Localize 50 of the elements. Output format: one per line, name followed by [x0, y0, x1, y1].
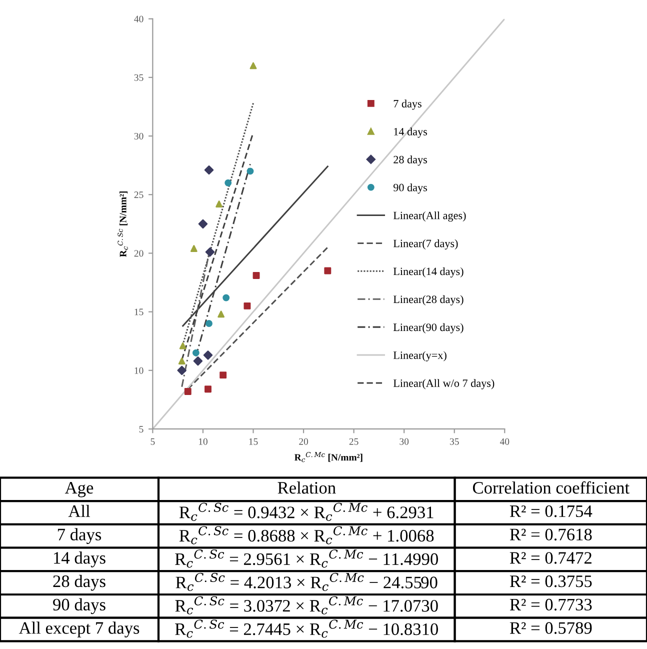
text: 14 days: [54, 552, 106, 568]
text: R$_{c}$$^{C.Sc}$ = 2.7445 × R$_{c}$$^{C.Mc}$ − 10.8310: [175, 620, 438, 638]
text: R$_{c}$$^{C.Sc}$ = 4.2013 × R$_{c}$$^{C.Mc}$ − 24.5590: [176, 572, 438, 592]
x-tick-label: 25: [349, 438, 358, 445]
y-tick-label: 20: [134, 250, 144, 257]
text: 90 days: [53, 598, 106, 614]
text: R² = 0.7733: [510, 598, 592, 611]
x-axis-title: R$_{c}$$^{C.Mc}$ [N/mm²]: [294, 452, 362, 462]
x-tick-label: 30: [400, 438, 409, 445]
x-tick-label: 20: [299, 438, 308, 445]
legend-label: Linear(All ages): [393, 211, 466, 222]
x-tick-label: 5: [150, 438, 155, 445]
x-tick-label: 15: [249, 438, 258, 445]
y-axis-title: R$_{c}$$^{C.Sc}$ [N/mm²]: [118, 191, 128, 257]
y-tick-label: 5: [139, 426, 144, 432]
y-tick-label: 10: [134, 367, 144, 374]
text: R² = 0.7618: [510, 528, 592, 540]
legend-label: 90 days: [394, 183, 427, 194]
legend-label: Linear(14 days): [393, 267, 464, 278]
text: R² = 0.3755: [510, 575, 592, 588]
text: Relation: [278, 481, 336, 494]
text: All except 7 days: [18, 622, 140, 638]
y-tick-label: 40: [134, 16, 144, 22]
text: 28 days: [53, 574, 106, 591]
x-tick-label: 10: [198, 438, 208, 445]
text: R$_{c}$$^{C.Sc}$ = 3.0372 × R$_{c}$$^{C.Mc}$ − 17.0730: [175, 596, 438, 614]
text: R² = 0.1754: [510, 505, 592, 518]
x-tick-label: 35: [450, 438, 459, 445]
legend-label: Linear(28 days): [393, 295, 464, 306]
y-tick-label: 15: [134, 308, 144, 316]
text: R$_{c}$$^{C.Sc}$ = 0.8688 × R$_{c}$$^{C.Mc}$ + 1.0068: [179, 526, 434, 544]
text: R² = 0.7472: [510, 552, 592, 564]
legend-label: Linear(7 days): [393, 239, 458, 250]
text: R$_{c}$$^{C.Sc}$ = 2.9561 × R$_{c}$$^{C.Mc}$ − 11.4990: [175, 549, 438, 568]
text: Correlation coefficient: [472, 481, 630, 494]
text: 7 days: [58, 528, 102, 544]
legend-label: 28 days: [394, 156, 427, 166]
legend-label: Linear(y=x): [393, 351, 446, 362]
y-tick-label: 35: [134, 74, 144, 81]
y-tick-label: 25: [134, 192, 144, 198]
text: Age: [64, 482, 94, 498]
legend-label: Linear(All w/o 7 days): [393, 379, 494, 390]
y-tick-label: 30: [134, 132, 144, 140]
legend-label: Linear(90 days): [393, 323, 464, 334]
text: R² = 0.5789: [510, 622, 592, 634]
text: All: [68, 504, 90, 517]
legend-label: 7 days: [394, 100, 422, 110]
x-tick-label: 40: [500, 438, 510, 445]
text: R$_{c}$$^{C.Sc}$ = 0.9432 × R$_{c}$$^{C.Mc}$ + 6.2931: [179, 502, 434, 521]
legend-label: 14 days: [394, 128, 427, 138]
